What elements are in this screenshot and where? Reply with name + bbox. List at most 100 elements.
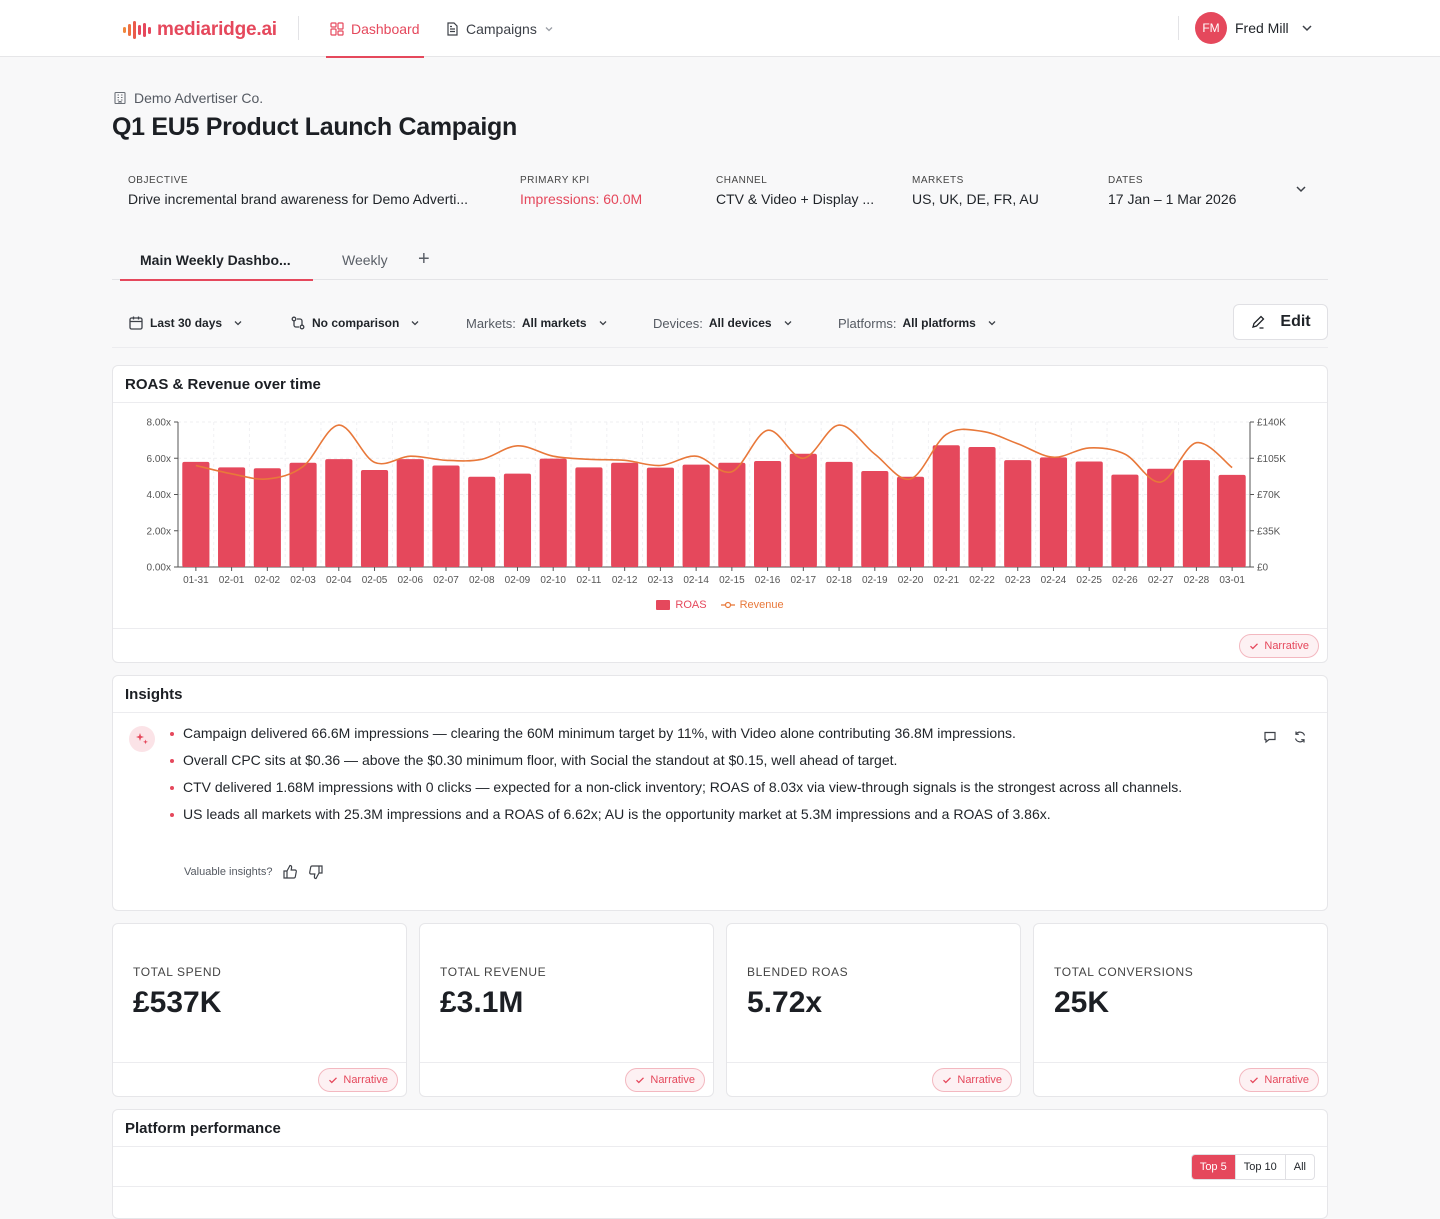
markets-filter-label: Markets:	[466, 315, 516, 331]
roas-bar[interactable]	[1111, 474, 1139, 567]
expand-meta-chevron-icon[interactable]	[1294, 182, 1308, 196]
nav-campaigns[interactable]: Campaigns	[445, 0, 554, 57]
kpi-value: £537K	[133, 986, 222, 1019]
kpi-card-total-revenue: TOTAL REVENUE £3.1M Narrative	[419, 923, 714, 1097]
x-tick-label: 02-14	[683, 575, 709, 586]
roas-bar[interactable]	[1039, 457, 1068, 567]
thumbs-down-icon[interactable]	[308, 864, 324, 880]
x-tick-label: 02-24	[1041, 575, 1067, 586]
platforms-filter-value: All platforms	[902, 316, 976, 330]
chevron-down-icon	[599, 321, 607, 326]
segment-all[interactable]: All	[1284, 1155, 1314, 1179]
roas-bar[interactable]	[432, 465, 460, 568]
roas-bar[interactable]	[789, 453, 817, 567]
roas-bar[interactable]	[253, 468, 281, 567]
roas-bar[interactable]	[1075, 461, 1103, 567]
roas-bar[interactable]	[1004, 460, 1032, 567]
check-icon	[943, 1077, 952, 1084]
roas-bar[interactable]	[575, 467, 603, 567]
x-tick-label: 02-13	[648, 575, 674, 586]
roas-bar[interactable]	[682, 464, 710, 567]
roas-bar[interactable]	[360, 470, 389, 567]
platform-performance-card: Platform performance Top 5 Top 10 All	[112, 1109, 1328, 1219]
chevron-down-icon	[784, 321, 792, 326]
x-tick-label: 02-02	[255, 575, 281, 586]
edit-dashboard-button[interactable]: Edit	[1233, 304, 1328, 340]
insights-feedback: Valuable insights?	[184, 864, 324, 880]
roas-bar[interactable]	[611, 462, 639, 567]
card-divider	[113, 712, 1327, 713]
roas-bar[interactable]	[646, 467, 674, 567]
card-divider	[727, 1062, 1020, 1063]
meta-markets-value: US, UK, DE, FR, AU	[912, 191, 1039, 207]
roas-bar[interactable]	[754, 460, 782, 567]
thumbs-up-icon[interactable]	[282, 864, 298, 880]
avatar[interactable]: FM	[1195, 12, 1227, 44]
roas-bar[interactable]	[825, 461, 853, 567]
tab-main-weekly[interactable]: Main Weekly Dashbo...	[120, 240, 313, 281]
y-tick-label-left: 8.00x	[147, 418, 171, 429]
x-tick-label: 02-15	[719, 575, 745, 586]
nav-campaigns-label: Campaigns	[466, 20, 537, 37]
legend-roas[interactable]: ROAS	[656, 599, 707, 611]
x-tick-label: 02-28	[1184, 575, 1210, 586]
roas-bar[interactable]	[503, 473, 532, 567]
tab-weekly[interactable]: Weekly	[342, 252, 388, 268]
nav-dashboard[interactable]: Dashboard	[326, 0, 423, 58]
roas-bar[interactable]	[861, 470, 889, 567]
revenue-line[interactable]	[195, 424, 1233, 483]
kpi-label: BLENDED ROAS	[747, 965, 849, 979]
meta-kpi: PRIMARY KPI Impressions: 60.0M	[520, 175, 700, 207]
comparison-filter[interactable]: No comparison	[290, 314, 421, 332]
y-tick-label-right: £140K	[1257, 418, 1286, 429]
roas-bar[interactable]	[396, 459, 424, 567]
x-tick-label: 02-12	[612, 575, 638, 586]
roas-bar[interactable]	[932, 445, 960, 567]
roas-bar[interactable]	[1218, 474, 1246, 567]
roas-bar[interactable]	[1147, 468, 1175, 567]
y-tick-label-left: 6.00x	[147, 454, 171, 465]
segment-top-5[interactable]: Top 5	[1191, 1155, 1235, 1179]
roas-bar[interactable]	[968, 447, 996, 567]
roas-bar[interactable]	[325, 459, 353, 567]
narrative-label: Narrative	[1264, 640, 1309, 652]
legend-revenue[interactable]: Revenue	[720, 599, 784, 611]
roas-bar[interactable]	[182, 461, 210, 567]
user-menu-chevron-icon[interactable]	[1300, 21, 1314, 35]
kpi-label: TOTAL SPEND	[133, 965, 222, 979]
narrative-badge[interactable]: Narrative	[1239, 1068, 1319, 1092]
legend-roas-label: ROAS	[675, 599, 707, 611]
markets-filter[interactable]: Markets: All markets	[466, 314, 609, 332]
segment-top-10[interactable]: Top 10	[1234, 1155, 1285, 1179]
platforms-filter[interactable]: Platforms: All platforms	[838, 314, 998, 332]
roas-bar[interactable]	[1182, 460, 1210, 567]
card-divider	[113, 1062, 406, 1063]
x-tick-label: 02-11	[577, 575, 602, 586]
top-navigation: mediaridge.ai Dashboard Campaigns FM Fre…	[0, 0, 1440, 58]
roas-bar[interactable]	[289, 462, 317, 567]
x-tick-label: 02-18	[826, 575, 852, 586]
edit-label: Edit	[1280, 313, 1311, 330]
meta-markets: MARKETS US, UK, DE, FR, AU	[912, 175, 1092, 207]
narrative-badge[interactable]: Narrative	[625, 1068, 705, 1092]
page-title: Q1 EU5 Product Launch Campaign	[112, 113, 517, 141]
narrative-badge[interactable]: Narrative	[932, 1068, 1012, 1092]
roas-bar[interactable]	[468, 476, 496, 567]
date-range-filter[interactable]: Last 30 days	[128, 314, 244, 332]
roas-bar[interactable]	[896, 476, 925, 567]
brand-logo[interactable]: mediaridge.ai	[123, 18, 277, 42]
narrative-badge[interactable]: Narrative	[1239, 634, 1319, 658]
chevron-down-icon	[411, 321, 419, 326]
refresh-icon[interactable]	[1293, 730, 1307, 744]
kpi-label: TOTAL CONVERSIONS	[1054, 965, 1194, 979]
roas-bar[interactable]	[218, 467, 246, 567]
kpi-value: 25K	[1054, 986, 1110, 1019]
roas-bar[interactable]	[718, 462, 746, 567]
roas-bar[interactable]	[539, 458, 567, 567]
narrative-badge[interactable]: Narrative	[318, 1068, 398, 1092]
user-name[interactable]: Fred Mill	[1235, 20, 1289, 36]
comment-icon[interactable]	[1263, 730, 1277, 744]
devices-filter[interactable]: Devices: All devices	[653, 314, 794, 332]
kpi-card-blended-roas: BLENDED ROAS 5.72x Narrative	[726, 923, 1021, 1097]
add-tab-button[interactable]: +	[418, 248, 430, 270]
